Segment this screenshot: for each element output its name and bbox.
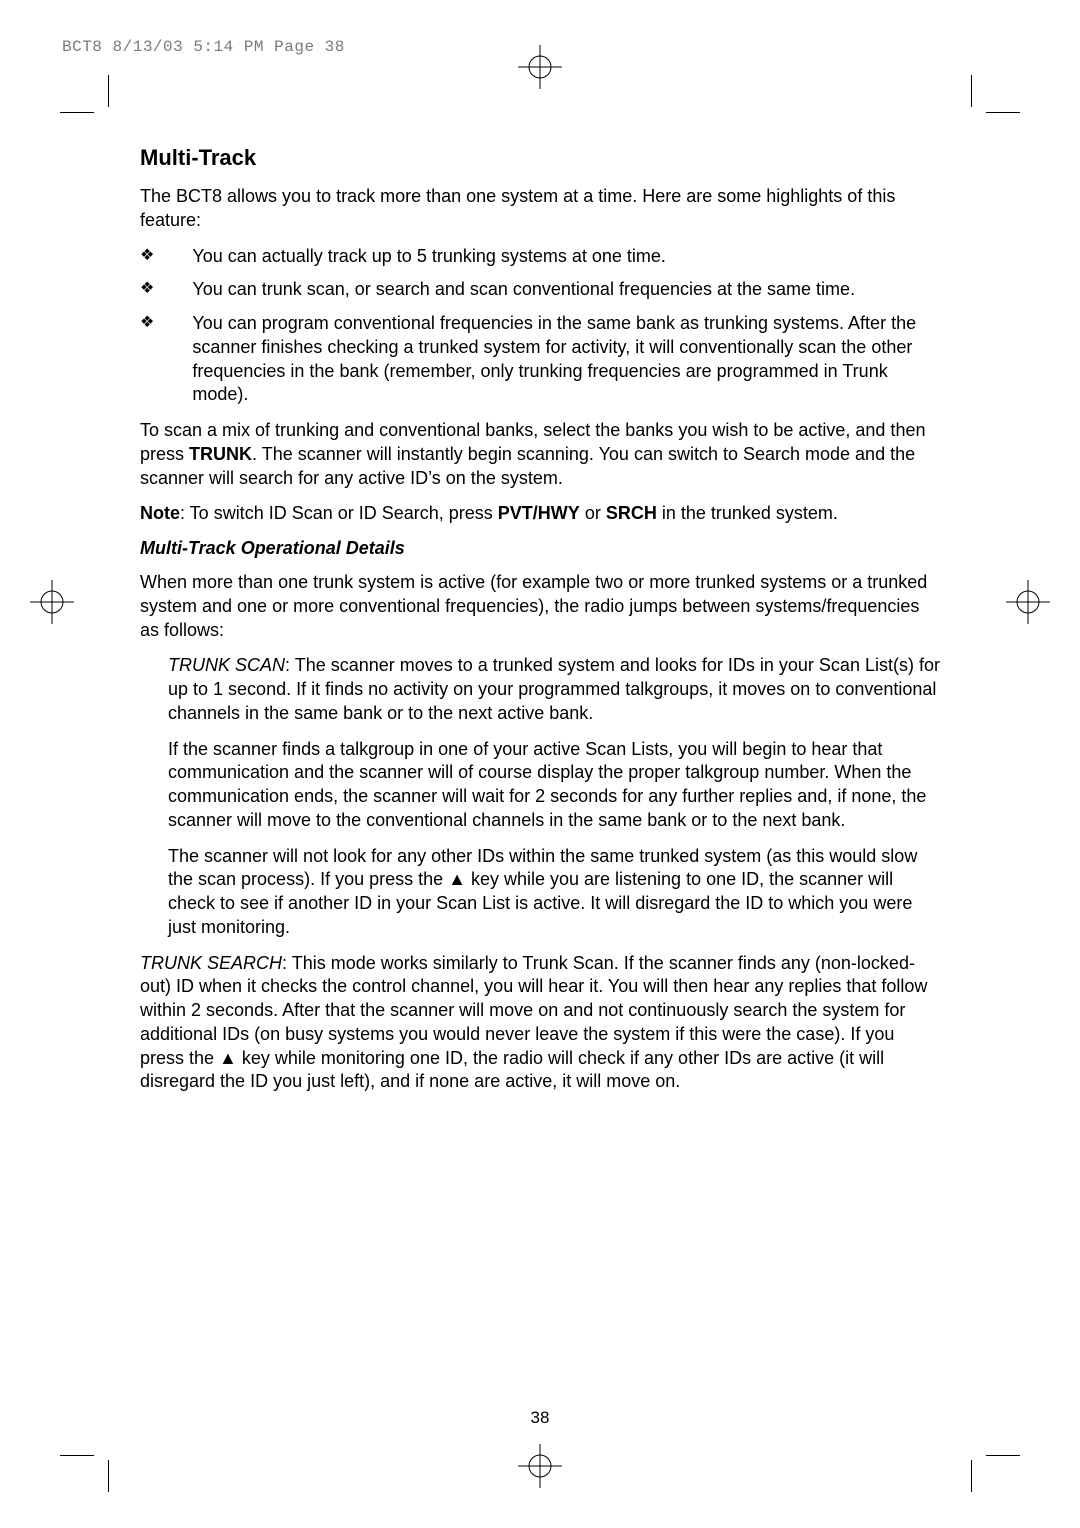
registration-mark-right [1006,580,1050,624]
bullet-text: You can program conventional frequencies… [192,312,940,407]
scan-mix-paragraph: To scan a mix of trunking and convention… [140,419,940,490]
intro-paragraph: The BCT8 allows you to track more than o… [140,185,940,233]
trunk-search-paragraph: TRUNK SEARCH: This mode works similarly … [140,952,940,1095]
bullet-item: ❖ You can trunk scan, or search and scan… [140,278,940,302]
text-run: . The scanner will instantly begin scann… [140,444,915,488]
italic-label: TRUNK SCAN [168,655,285,675]
bold-run: TRUNK [189,444,252,464]
print-slug: BCT8 8/13/03 5:14 PM Page 38 [62,38,345,56]
if-scanner-paragraph: If the scanner finds a talkgroup in one … [168,738,940,833]
crop-mark [971,75,972,107]
text-run: in the trunked system. [657,503,838,523]
not-look-paragraph: The scanner will not look for any other … [168,845,940,940]
crop-mark [108,75,109,107]
bullet-text: You can trunk scan, or search and scan c… [192,278,940,302]
crop-mark [986,112,1020,113]
note-paragraph: Note: To switch ID Scan or ID Search, pr… [140,502,940,526]
crop-mark [971,1460,972,1492]
bullet-item: ❖ You can actually track up to 5 trunkin… [140,245,940,269]
crop-mark [108,1460,109,1492]
italic-label: TRUNK SEARCH [140,953,282,973]
section-title: Multi-Track [140,145,940,171]
when-paragraph: When more than one trunk system is activ… [140,571,940,642]
page: BCT8 8/13/03 5:14 PM Page 38 [0,0,1080,1528]
crop-mark [60,1455,94,1456]
registration-mark-top [518,45,562,89]
indented-block: TRUNK SCAN: The scanner moves to a trunk… [168,654,940,939]
note-label: Note [140,503,180,523]
text-run: : To switch ID Scan or ID Search, press [180,503,498,523]
text-run: or [580,503,606,523]
bullet-glyph: ❖ [140,312,154,407]
registration-mark-left [30,580,74,624]
bold-run: PVT/HWY [498,503,580,523]
bullet-glyph: ❖ [140,245,154,269]
bullet-text: You can actually track up to 5 trunking … [192,245,940,269]
content-area: Multi-Track The BCT8 allows you to track… [140,145,940,1106]
crop-mark [986,1455,1020,1456]
subsection-title: Multi-Track Operational Details [140,538,940,559]
page-number: 38 [531,1408,550,1428]
crop-mark [60,112,94,113]
feature-bullets: ❖ You can actually track up to 5 trunkin… [140,245,940,408]
bullet-glyph: ❖ [140,278,154,302]
bullet-item: ❖ You can program conventional frequenci… [140,312,940,407]
trunk-scan-paragraph: TRUNK SCAN: The scanner moves to a trunk… [168,654,940,725]
text-run: : This mode works similarly to Trunk Sca… [140,953,927,1092]
registration-mark-bottom [518,1444,562,1488]
bold-run: SRCH [606,503,657,523]
